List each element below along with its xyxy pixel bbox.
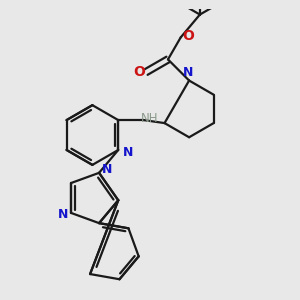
Text: O: O [134,65,146,79]
Text: NH: NH [141,112,159,125]
Text: N: N [183,66,193,79]
Text: O: O [182,29,194,43]
Text: N: N [58,208,68,221]
Text: N: N [123,146,133,159]
Text: N: N [102,163,112,176]
